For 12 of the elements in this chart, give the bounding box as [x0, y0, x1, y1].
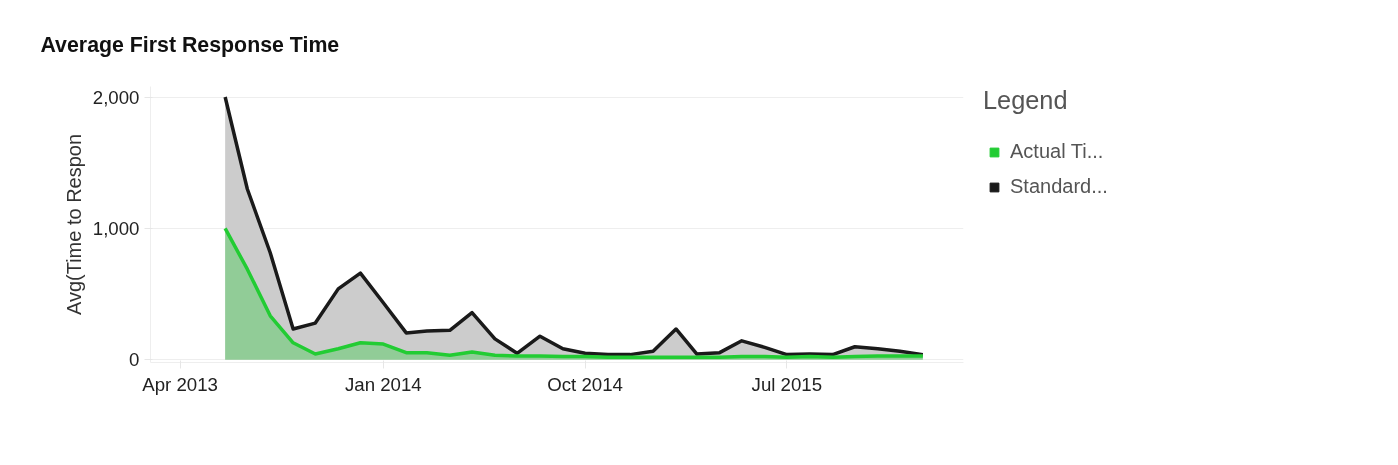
y-tick-label: 2,000	[92, 86, 140, 108]
x-tick-label: Apr 2013	[142, 373, 218, 395]
legend-label: Standard...	[1010, 175, 1108, 198]
chart-title: Average First Response Time	[40, 32, 340, 57]
y-axis-title: Avg(Time to Respon	[62, 133, 85, 316]
y-tick-label: 0	[129, 349, 140, 371]
x-tick-label: Jul 2015	[751, 373, 823, 395]
y-tick-label: 1,000	[92, 217, 140, 239]
legend-title: Legend	[983, 86, 1069, 115]
legend-label: Actual Ti...	[1010, 140, 1104, 163]
x-tick-label: Jan 2014	[344, 373, 422, 395]
x-tick-label: Oct 2014	[547, 373, 623, 395]
